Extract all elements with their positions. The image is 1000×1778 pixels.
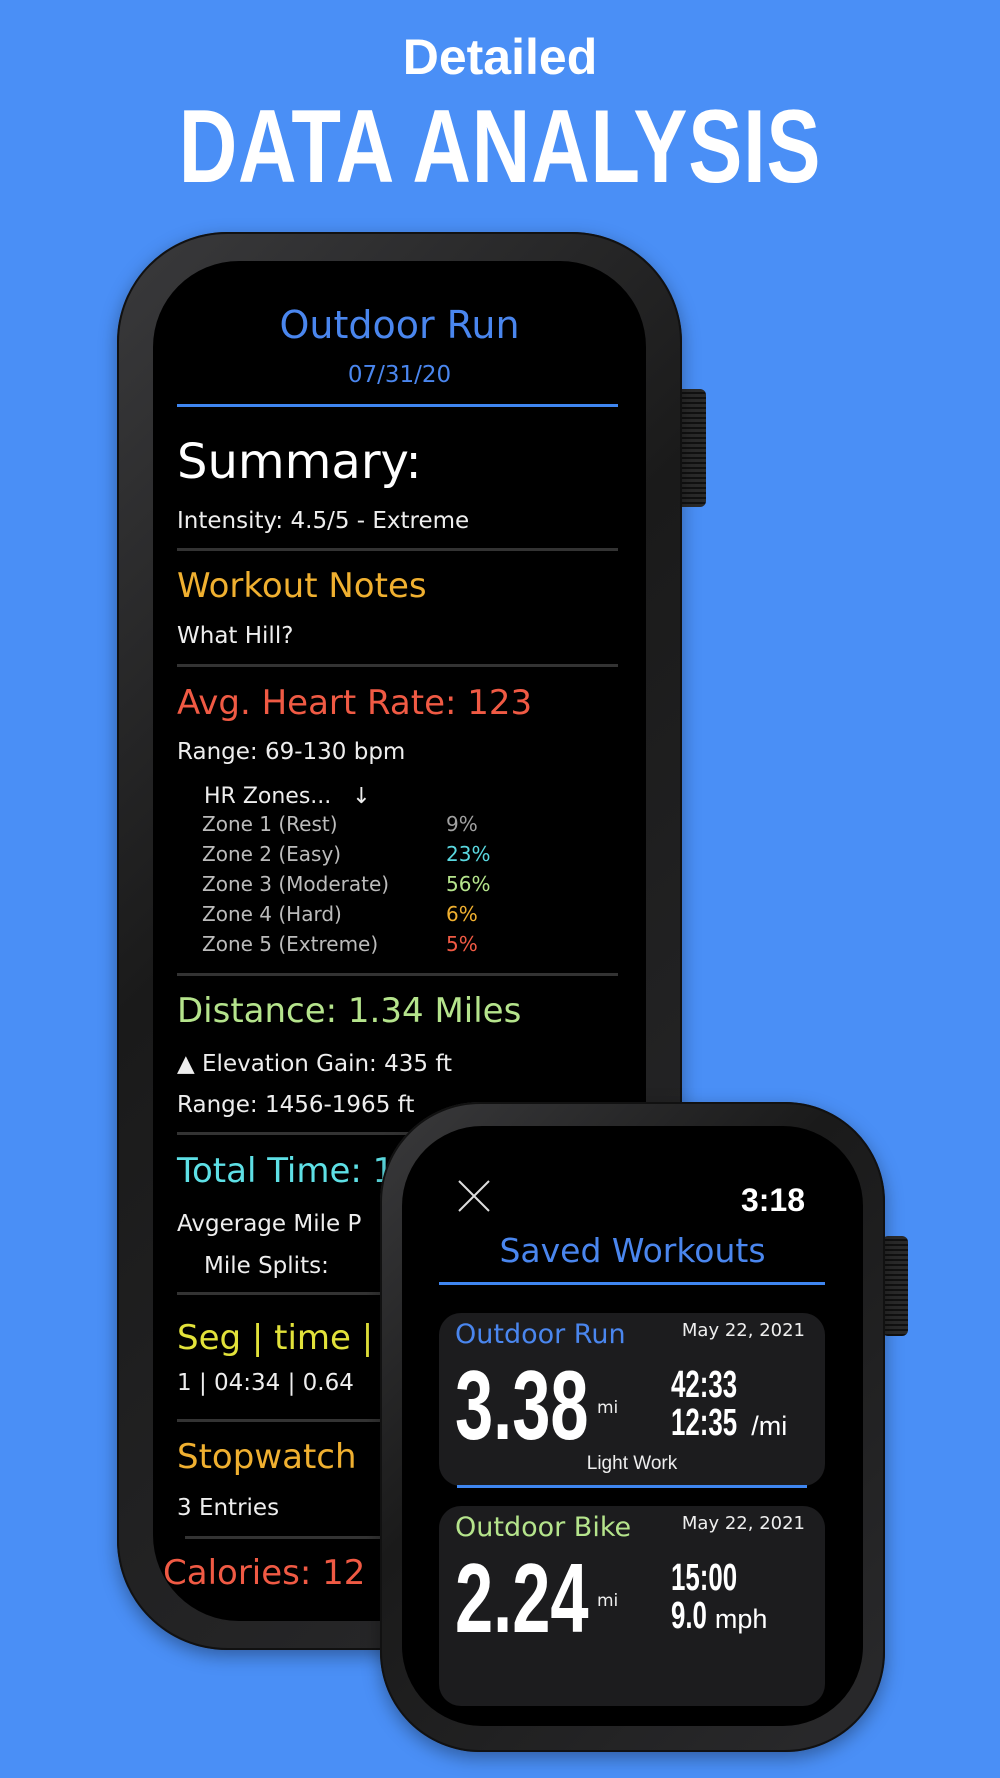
average-pace: Avgerage Mile P bbox=[177, 1211, 362, 1237]
elevation-range: Range: 1456-1965 ft bbox=[177, 1092, 415, 1118]
workout-date: May 22, 2021 bbox=[681, 1320, 805, 1341]
zone-name: Zone 3 (Moderate) bbox=[202, 872, 390, 896]
workout-date: May 22, 2021 bbox=[681, 1513, 805, 1534]
workout-distance: 2.24 bbox=[455, 1543, 589, 1653]
title-divider bbox=[177, 404, 618, 407]
zone-percent: 5% bbox=[446, 932, 478, 956]
zone-percent: 23% bbox=[446, 842, 491, 866]
header-title: DATA ANALYSIS bbox=[178, 89, 822, 205]
distance-unit: mi bbox=[597, 1591, 619, 1611]
divider bbox=[177, 973, 618, 976]
title-divider bbox=[439, 1282, 825, 1285]
divider bbox=[177, 1132, 618, 1135]
workout-card[interactable]: Outdoor Bike May 22, 2021 2.24 mi 15:00 … bbox=[439, 1506, 825, 1706]
workout-date: 07/31/20 bbox=[347, 362, 452, 388]
stopwatch-entries: 3 Entries bbox=[177, 1495, 280, 1521]
hr-range: Range: 69-130 bpm bbox=[177, 739, 406, 765]
workout-note: Light Work bbox=[586, 1453, 678, 1474]
segment-row: 1 | 04:34 | 0.64 bbox=[177, 1370, 354, 1396]
distance: Distance: 1.34 Miles bbox=[177, 991, 522, 1031]
workout-card[interactable]: Outdoor Run May 22, 2021 3.38 mi 42:33 1… bbox=[439, 1313, 825, 1486]
pace-value: 12:35 bbox=[671, 1402, 738, 1444]
divider bbox=[177, 664, 618, 667]
avg-heart-rate: Avg. Heart Rate: 123 bbox=[177, 683, 533, 723]
saved-workouts-screen[interactable]: 3:18 Saved Workouts Outdoor Run May 22, … bbox=[402, 1126, 863, 1726]
zone-name: Zone 2 (Easy) bbox=[202, 842, 342, 866]
clock: 3:18 bbox=[740, 1182, 805, 1218]
notes-text: What Hill? bbox=[177, 623, 294, 649]
zone-name: Zone 1 (Rest) bbox=[202, 812, 338, 836]
hr-zones-toggle[interactable]: HR Zones... ↓ bbox=[204, 786, 371, 808]
workout-pace: 12:35/mi bbox=[671, 1404, 787, 1442]
notes-heading: Workout Notes bbox=[177, 566, 427, 606]
summary-heading: Summary: bbox=[177, 434, 422, 490]
small-watch: 3:18 Saved Workouts Outdoor Run May 22, … bbox=[380, 1102, 885, 1752]
zone-name: Zone 5 (Extreme) bbox=[202, 932, 379, 956]
zone-name: Zone 4 (Hard) bbox=[202, 902, 342, 926]
total-time: Total Time: 1 bbox=[177, 1151, 395, 1191]
calories: Calories: 12 bbox=[163, 1553, 366, 1593]
elevation-gain: ▲ Elevation Gain: 435 ft bbox=[177, 1053, 452, 1076]
segments-header: Seg | time | bbox=[177, 1318, 374, 1358]
zone-percent: 6% bbox=[446, 902, 478, 926]
card-divider bbox=[457, 1485, 807, 1488]
intensity: Intensity: 4.5/5 - Extreme bbox=[177, 508, 470, 534]
arrow-down-icon: ↓ bbox=[352, 784, 371, 809]
workout-title: Outdoor Run bbox=[279, 303, 520, 347]
workout-duration: 15:00 bbox=[671, 1557, 738, 1599]
workout-type: Outdoor Run bbox=[455, 1319, 626, 1350]
digital-crown-small bbox=[882, 1236, 908, 1336]
header-subtitle: Detailed bbox=[402, 29, 598, 85]
triangle-up-icon: ▲ bbox=[177, 1051, 195, 1077]
distance-unit: mi bbox=[597, 1398, 619, 1418]
pace-unit: mph bbox=[714, 1604, 768, 1634]
workout-type: Outdoor Bike bbox=[455, 1512, 632, 1543]
zone-percent: 56% bbox=[446, 872, 491, 896]
hr-zones-label: HR Zones... bbox=[204, 784, 332, 809]
workout-distance: 3.38 bbox=[455, 1350, 589, 1460]
workout-pace: 9.0 mph bbox=[671, 1597, 767, 1635]
pace-value: 9.0 bbox=[671, 1595, 707, 1637]
elevation-text: Elevation Gain: 435 ft bbox=[202, 1051, 453, 1077]
mile-splits[interactable]: Mile Splits: bbox=[204, 1253, 329, 1279]
saved-workouts-title: Saved Workouts bbox=[499, 1231, 766, 1270]
stopwatch-heading: Stopwatch bbox=[177, 1437, 357, 1477]
zone-percent: 9% bbox=[446, 812, 478, 836]
workout-duration: 42:33 bbox=[671, 1364, 738, 1406]
pace-unit: /mi bbox=[751, 1411, 788, 1441]
close-icon[interactable] bbox=[457, 1179, 491, 1213]
divider bbox=[177, 548, 618, 551]
